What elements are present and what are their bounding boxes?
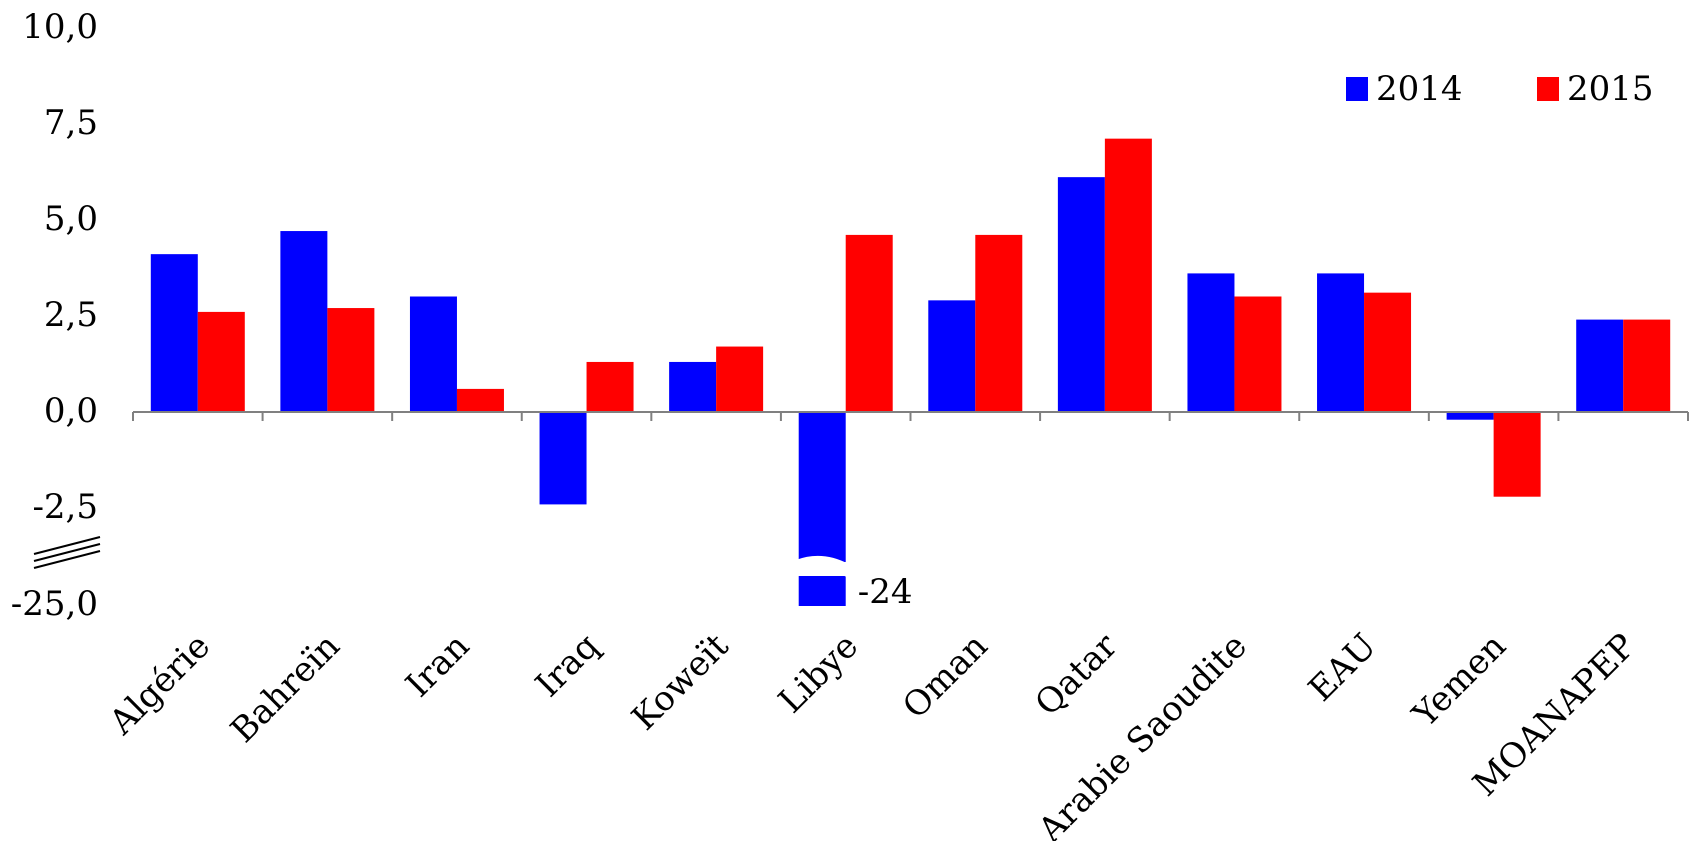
bar-2014-bahre-n bbox=[280, 231, 328, 412]
legend-label-2014: 2014 bbox=[1376, 69, 1463, 109]
bar-2015-bahre-n bbox=[327, 308, 375, 412]
y-tick-label: 2,5 bbox=[44, 295, 98, 335]
bar-2015-libye bbox=[845, 234, 893, 412]
bar-2014-yemen bbox=[1446, 412, 1494, 420]
category-label: Libye bbox=[771, 626, 866, 721]
bar-2015-eau bbox=[1364, 292, 1412, 412]
category-label: Iran bbox=[398, 626, 477, 705]
bar-2014-kowe-t bbox=[669, 361, 717, 412]
y-tick-label: 7,5 bbox=[44, 103, 98, 143]
bar-2014-libye-lower bbox=[798, 576, 846, 606]
bar-2014-alg-rie bbox=[150, 254, 198, 412]
axis-break-mark bbox=[33, 536, 101, 569]
x-axis bbox=[132, 411, 1689, 421]
bar-2015-iran bbox=[456, 388, 504, 412]
bar-break-gap bbox=[795, 555, 849, 578]
bar-2015-kowe-t bbox=[716, 346, 764, 412]
y-tick-label: 5,0 bbox=[44, 199, 98, 239]
bar-2014-libye bbox=[798, 412, 846, 562]
bar-2014-moanapep bbox=[1576, 319, 1624, 412]
legend-label-2015: 2015 bbox=[1567, 69, 1654, 109]
category-label: Oman bbox=[895, 626, 996, 727]
bar-2014-iran bbox=[409, 296, 457, 412]
category-label: Yemen bbox=[1404, 626, 1514, 736]
category-labels: Algérie Bahreïn Iran Iraq Koweït Libye Oman Qat… bbox=[101, 626, 1643, 841]
y-axis-ticks: 10,0 7,5 5,0 2,5 0,0 -2,5 -25,0 bbox=[11, 7, 98, 624]
category-label: EAU bbox=[1301, 626, 1384, 709]
category-label: Koweït bbox=[624, 626, 736, 738]
bar-2014-arabie-saoudite bbox=[1187, 273, 1235, 412]
category-label: Qatar bbox=[1027, 626, 1125, 724]
bar-2015-qatar bbox=[1104, 138, 1152, 412]
bar-2015-oman bbox=[975, 234, 1023, 412]
y-tick-label: -2,5 bbox=[32, 487, 98, 527]
bar-2015-moanapep bbox=[1623, 319, 1671, 412]
legend: 2014 2015 bbox=[1346, 69, 1654, 109]
bars bbox=[150, 138, 1671, 606]
bar-2015-yemen bbox=[1493, 412, 1541, 497]
category-label: Iraq bbox=[528, 626, 607, 705]
legend-swatch-2014 bbox=[1346, 77, 1368, 101]
bar-2015-arabie-saoudite bbox=[1234, 296, 1282, 412]
y-tick-label: 0,0 bbox=[44, 391, 98, 431]
bar-2014-oman bbox=[928, 300, 976, 412]
category-label: Algérie bbox=[101, 626, 218, 743]
bar-2015-iraq bbox=[586, 361, 634, 412]
y-tick-label: 10,0 bbox=[22, 7, 98, 47]
bar-2014-eau bbox=[1317, 273, 1365, 412]
bar-2014-qatar bbox=[1057, 177, 1105, 412]
libye-data-label: -24 bbox=[858, 572, 913, 612]
category-label: Bahreïn bbox=[223, 626, 348, 751]
legend-swatch-2015 bbox=[1537, 77, 1559, 101]
bar-2015-alg-rie bbox=[197, 311, 245, 412]
bar-break bbox=[795, 555, 849, 578]
bar-2014-iraq bbox=[539, 412, 587, 505]
y-tick-label: -25,0 bbox=[11, 584, 98, 624]
